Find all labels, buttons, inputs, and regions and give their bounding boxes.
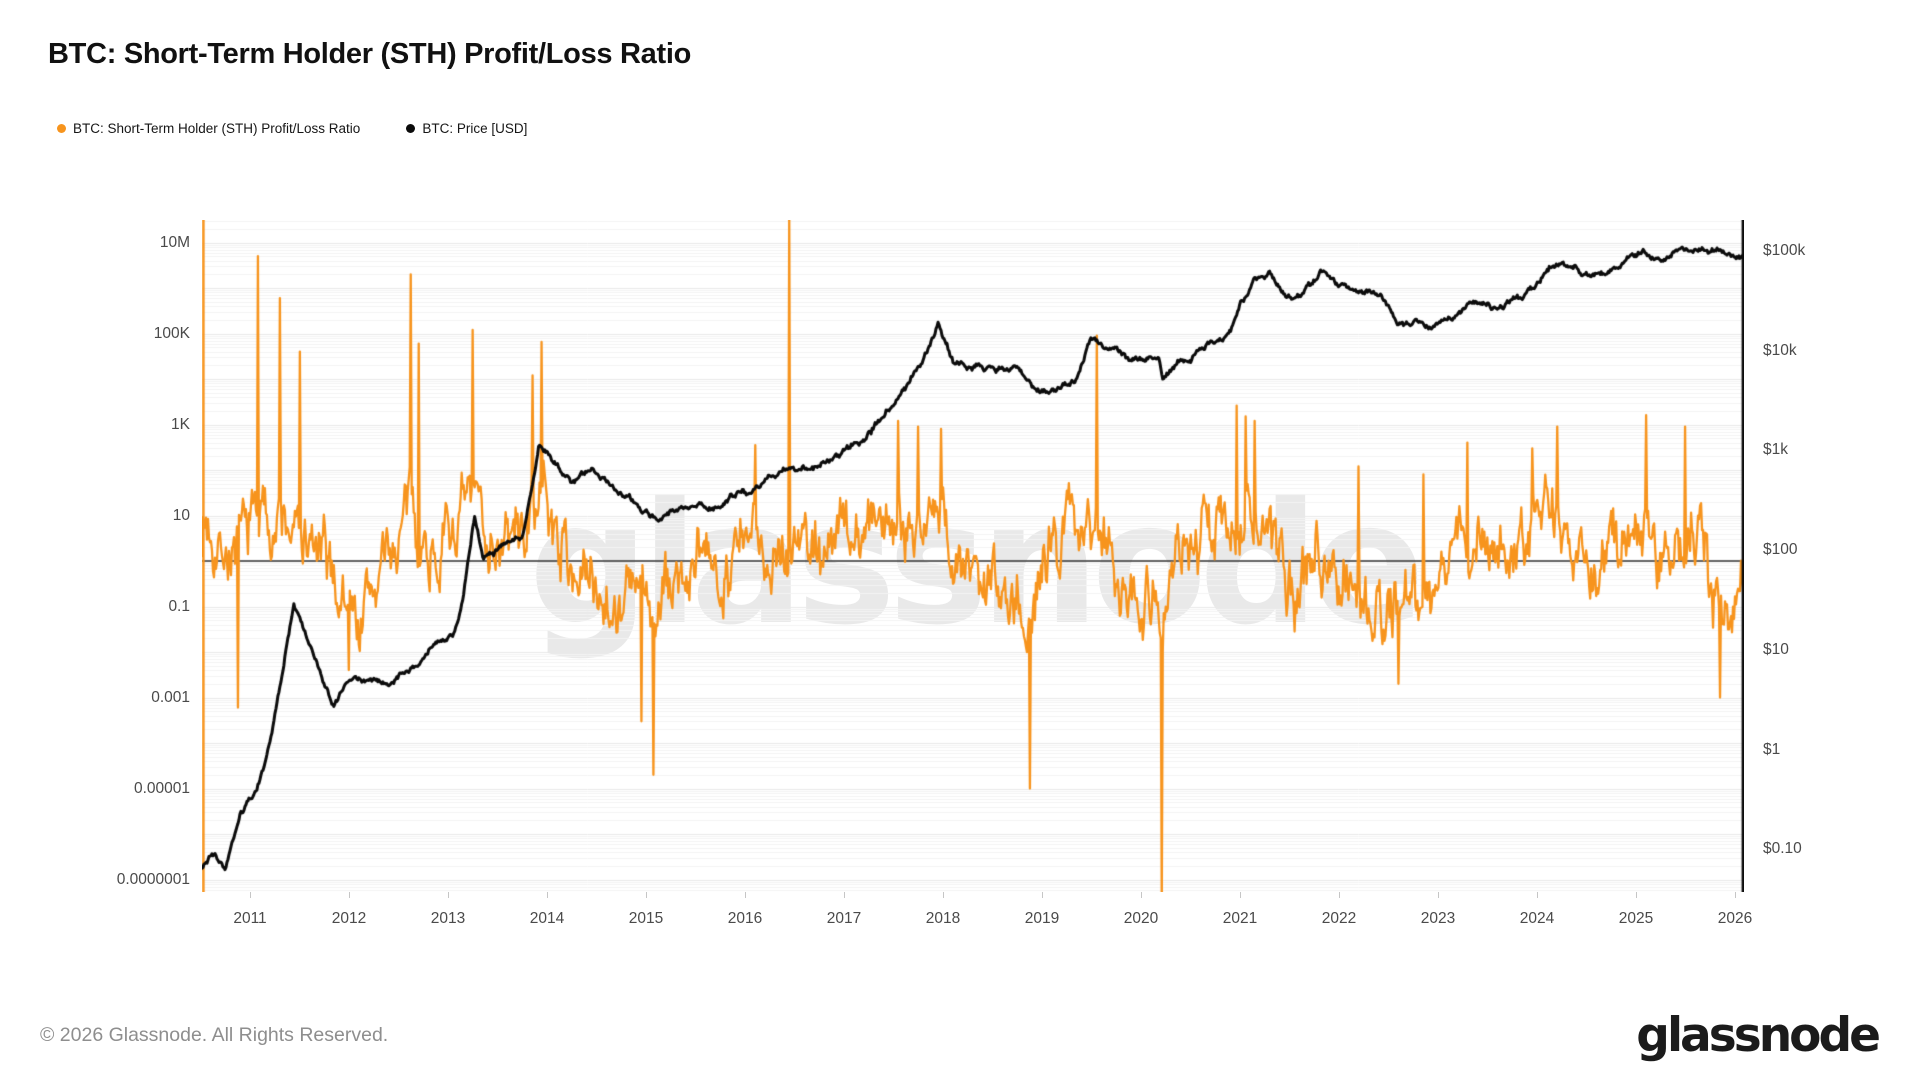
x-axis-tick: 2016 xyxy=(727,910,763,927)
x-axis-tick-mark xyxy=(1339,892,1340,898)
x-axis-tick: 2024 xyxy=(1519,910,1555,927)
x-axis-tick: 2019 xyxy=(1024,910,1060,927)
left-axis-tick: 10 xyxy=(172,506,190,524)
x-axis-tick: 2013 xyxy=(430,910,466,927)
x-axis-tick-mark xyxy=(745,892,746,898)
left-axis-tick: 0.1 xyxy=(168,597,190,615)
copyright-text: © 2026 Glassnode. All Rights Reserved. xyxy=(40,1024,389,1046)
x-axis-tick: 2018 xyxy=(925,910,961,927)
x-axis-tick-mark xyxy=(844,892,845,898)
legend-item-sth-ratio[interactable]: BTC: Short-Term Holder (STH) Profit/Loss… xyxy=(57,121,360,136)
right-axis-tick: $10k xyxy=(1763,341,1797,359)
x-axis-tick-mark xyxy=(1438,892,1439,898)
left-axis-tick: 0.001 xyxy=(151,688,190,706)
glassnode-logo: glassnode xyxy=(1636,1008,1881,1063)
left-axis-tick: 0.00001 xyxy=(133,779,190,797)
right-axis-tick: $100 xyxy=(1763,541,1798,559)
right-axis-tick: $1 xyxy=(1763,740,1781,758)
x-axis-tick: 2015 xyxy=(628,910,664,927)
x-axis-tick-mark xyxy=(547,892,548,898)
left-axis-tick: 10M xyxy=(159,233,190,251)
chart-plot-area: glassnode xyxy=(202,220,1744,892)
left-axis-tick: 0.0000001 xyxy=(116,870,190,888)
x-axis-tick: 2017 xyxy=(826,910,862,927)
x-axis-tick-mark xyxy=(250,892,251,898)
right-axis-tick: $100k xyxy=(1763,242,1806,259)
x-axis-tick-mark xyxy=(1537,892,1538,898)
x-axis-tick: 2026 xyxy=(1717,910,1753,927)
page-title: BTC: Short-Term Holder (STH) Profit/Loss… xyxy=(48,38,691,70)
legend-label-price: BTC: Price [USD] xyxy=(422,121,528,136)
x-axis-tick-mark xyxy=(1240,892,1241,898)
x-axis-tick-mark xyxy=(1636,892,1637,898)
x-axis-tick-mark xyxy=(1042,892,1043,898)
x-axis-tick: 2011 xyxy=(233,910,267,927)
x-axis-tick: 2020 xyxy=(1123,910,1159,927)
x-axis-tick-mark xyxy=(1735,892,1736,898)
price-dot-icon xyxy=(406,124,416,133)
x-axis-tick: 2025 xyxy=(1618,910,1654,927)
x-axis-tick: 2021 xyxy=(1222,910,1258,927)
x-axis-tick: 2014 xyxy=(529,910,565,927)
x-axis-tick-mark xyxy=(1141,892,1142,898)
x-axis-tick: 2012 xyxy=(331,910,367,927)
left-axis-tick: 100K xyxy=(153,324,190,342)
x-axis-tick-mark xyxy=(349,892,350,898)
chart-canvas[interactable] xyxy=(202,220,1744,892)
x-axis-tick-mark xyxy=(448,892,449,898)
x-axis-tick: 2022 xyxy=(1321,910,1357,927)
right-axis-tick: $10 xyxy=(1763,640,1789,658)
sth-ratio-dot-icon xyxy=(57,124,66,133)
x-axis-tick-mark xyxy=(943,892,944,898)
right-axis-tick: $1k xyxy=(1763,441,1788,459)
legend-label-sth-ratio: BTC: Short-Term Holder (STH) Profit/Loss… xyxy=(73,121,361,136)
x-axis-tick: 2023 xyxy=(1420,910,1456,927)
legend-item-price[interactable]: BTC: Price [USD] xyxy=(406,121,527,136)
chart-legend: BTC: Short-Term Holder (STH) Profit/Loss… xyxy=(57,121,527,136)
left-axis-tick: 1K xyxy=(171,415,190,433)
right-axis-tick: $0.10 xyxy=(1763,840,1802,858)
x-axis-tick-mark xyxy=(646,892,647,898)
